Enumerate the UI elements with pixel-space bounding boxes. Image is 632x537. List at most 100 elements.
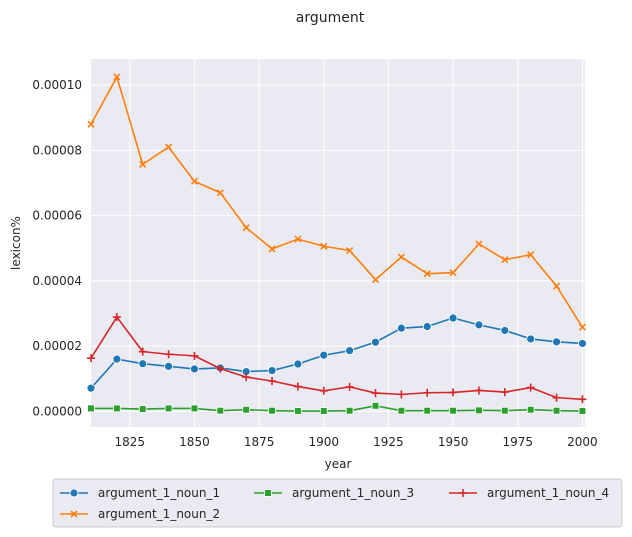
data-point bbox=[527, 251, 535, 259]
data-point bbox=[319, 407, 328, 415]
data-point bbox=[448, 313, 458, 323]
y-axis-ticks: 0.00000 0.00002 0.00004 0.00006 0.00008 0.000… bbox=[32, 78, 82, 418]
legend-label: argument_1_noun_4 bbox=[487, 486, 609, 500]
data-point bbox=[397, 406, 406, 415]
data-point bbox=[319, 386, 328, 395]
data-point bbox=[165, 143, 173, 151]
x-tick-label: 1825 bbox=[115, 435, 146, 449]
data-point bbox=[294, 235, 302, 243]
data-point bbox=[552, 337, 561, 347]
x-tick-label: 1925 bbox=[373, 435, 404, 449]
data-point bbox=[449, 269, 457, 277]
data-point bbox=[164, 404, 173, 413]
series-line bbox=[90, 76, 584, 328]
series-line bbox=[91, 404, 583, 412]
y-tick-label: 0.00008 bbox=[32, 143, 82, 157]
legend-marker bbox=[264, 489, 272, 497]
x-tick-label: 1950 bbox=[438, 435, 469, 449]
data-point bbox=[112, 313, 121, 322]
data-point bbox=[526, 334, 536, 344]
x-tick-label: 1975 bbox=[502, 435, 533, 449]
legend-entry: argument_1_noun_1 bbox=[60, 486, 220, 500]
data-point bbox=[371, 337, 380, 347]
data-point bbox=[371, 389, 380, 398]
series-line bbox=[90, 316, 583, 401]
legend-entry: argument_1_noun_3 bbox=[254, 486, 414, 500]
data-point bbox=[423, 406, 432, 415]
data-point bbox=[242, 224, 250, 232]
data-point bbox=[139, 160, 147, 168]
data-point bbox=[86, 383, 96, 393]
data-point bbox=[293, 359, 303, 369]
data-point bbox=[190, 351, 199, 360]
data-point bbox=[87, 354, 95, 363]
data-point bbox=[294, 407, 302, 415]
legend-entry: argument_1_noun_4 bbox=[449, 486, 609, 500]
data-point bbox=[449, 388, 458, 397]
data-point bbox=[87, 404, 95, 413]
data-point bbox=[190, 404, 199, 413]
data-point bbox=[113, 404, 121, 413]
data-point bbox=[578, 339, 587, 348]
data-point bbox=[87, 120, 95, 128]
x-tick-label: 1875 bbox=[244, 435, 275, 449]
data-point bbox=[190, 364, 199, 374]
data-point bbox=[293, 382, 302, 391]
data-point bbox=[138, 359, 148, 369]
data-point bbox=[345, 346, 355, 356]
x-tick-label: 1850 bbox=[179, 435, 210, 449]
data-point bbox=[526, 405, 535, 414]
data-point bbox=[552, 282, 561, 290]
data-point bbox=[242, 405, 250, 414]
legend-entry: argument_1_noun_2 bbox=[60, 507, 220, 521]
data-point bbox=[501, 256, 509, 264]
data-point bbox=[190, 177, 199, 185]
data-point bbox=[138, 405, 147, 413]
data-point bbox=[113, 73, 121, 81]
data-point bbox=[138, 347, 147, 356]
x-axis-title: year bbox=[325, 457, 352, 471]
data-point bbox=[371, 401, 380, 410]
y-tick-label: 0.00004 bbox=[32, 274, 82, 288]
data-point bbox=[346, 246, 354, 255]
data-point bbox=[396, 323, 406, 333]
legend-marker bbox=[459, 489, 467, 497]
data-point bbox=[371, 275, 380, 284]
series-argument_1_noun_3 bbox=[87, 401, 587, 415]
data-point bbox=[319, 350, 329, 360]
grid-lines bbox=[91, 59, 585, 427]
series-argument_1_noun_2 bbox=[87, 73, 586, 331]
series-argument_1_noun_1 bbox=[86, 313, 587, 393]
data-point bbox=[216, 406, 225, 415]
data-point bbox=[164, 361, 173, 371]
series-layer bbox=[86, 73, 587, 415]
chart-title: argument bbox=[296, 10, 365, 26]
data-point bbox=[268, 377, 277, 385]
data-point bbox=[164, 350, 173, 359]
data-point bbox=[216, 364, 225, 373]
data-point bbox=[578, 395, 587, 404]
data-point bbox=[500, 326, 510, 335]
legend: argument_1_noun_1 argument_1_noun_2 argume… bbox=[52, 478, 623, 528]
data-point bbox=[112, 354, 122, 364]
y-tick-label: 0.00006 bbox=[32, 209, 82, 223]
x-axis-ticks: 1825 1850 1875 1900 1925 1950 1975 2000 bbox=[115, 435, 598, 449]
data-point bbox=[397, 253, 405, 261]
y-tick-label: 0.00002 bbox=[32, 339, 82, 353]
data-point bbox=[474, 320, 484, 330]
data-point bbox=[423, 388, 432, 397]
data-point bbox=[474, 386, 483, 395]
data-point bbox=[449, 406, 457, 415]
y-tick-label: 0.00000 bbox=[32, 404, 82, 418]
data-point bbox=[397, 390, 406, 399]
data-point bbox=[475, 240, 483, 248]
data-point bbox=[422, 322, 432, 331]
data-point bbox=[268, 406, 276, 415]
data-point bbox=[475, 406, 483, 415]
data-point bbox=[345, 406, 354, 415]
data-point bbox=[526, 383, 535, 392]
plot-background bbox=[91, 59, 585, 427]
legend-box bbox=[52, 478, 623, 528]
data-point bbox=[216, 189, 224, 197]
